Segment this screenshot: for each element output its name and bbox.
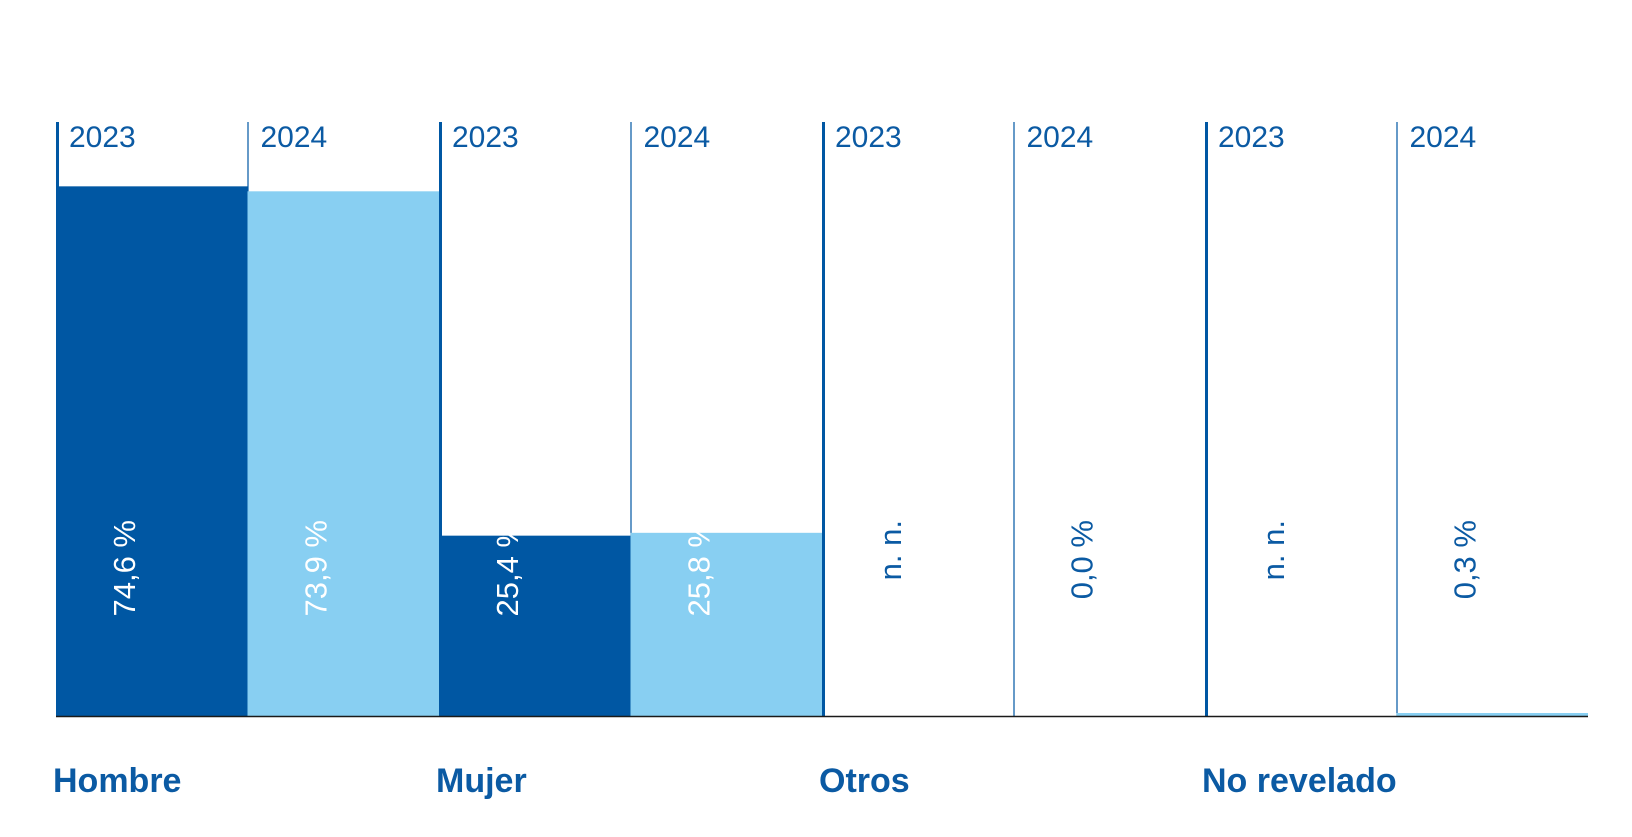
year-label-mujer-2023: 2023 [452, 121, 519, 154]
category-label-otros: Otros [819, 762, 910, 800]
value-label-mujer-2024: 25,8 % [682, 520, 717, 617]
year-label-no-revelado-2024: 2024 [1410, 121, 1477, 154]
bar-no-revelado-2024 [1396, 713, 1588, 716]
category-label-mujer: Mujer [436, 762, 527, 800]
year-label-otros-2023: 2023 [835, 121, 902, 154]
value-label-hombre-2023: 74,6 % [107, 520, 142, 617]
year-labels: 2023 2024 2023 2024 2023 2024 2023 2024 [69, 121, 1476, 154]
bar-mujer-2024 [630, 532, 822, 716]
category-label-hombre: Hombre [53, 762, 181, 800]
value-label-no-revelado-2024: 0,3 % [1448, 520, 1483, 599]
category-labels: Hombre Mujer Otros No revelado [53, 762, 1397, 800]
bar-mujer-2023 [439, 535, 631, 716]
bars [56, 186, 1588, 717]
value-labels: 74,6 % 73,9 % 25,4 % 25,8 % n. n. 0,0 % n. n. 0… [107, 520, 1483, 617]
value-label-mujer-2023: 25,4 % [490, 520, 525, 617]
year-label-otros-2024: 2024 [1027, 121, 1094, 154]
year-label-mujer-2024: 2024 [644, 121, 711, 154]
category-label-no-revelado: No revelado [1202, 762, 1397, 800]
year-label-hombre-2023: 2023 [69, 121, 136, 154]
value-label-no-revelado-2023: n. n. [1256, 520, 1291, 580]
bar-hombre-2023 [56, 186, 248, 717]
year-label-no-revelado-2023: 2023 [1218, 121, 1285, 154]
year-label-hombre-2024: 2024 [261, 121, 328, 154]
value-label-hombre-2024: 73,9 % [299, 520, 334, 617]
bar-hombre-2024 [247, 191, 439, 716]
value-label-otros-2024: 0,0 % [1065, 520, 1100, 599]
value-label-otros-2023: n. n. [873, 520, 908, 580]
